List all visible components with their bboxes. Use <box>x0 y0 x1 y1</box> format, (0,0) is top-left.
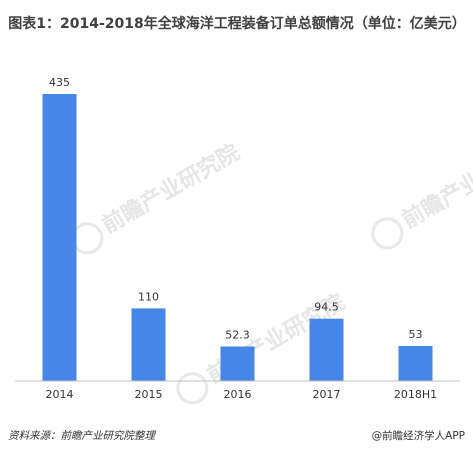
bar-2017 <box>309 318 344 381</box>
x-tick-label: 2018H1 <box>394 388 437 401</box>
x-tick-label: 2016 <box>224 388 252 401</box>
data-label: 94.5 <box>314 301 339 314</box>
x-tick-label: 2017 <box>313 388 341 401</box>
data-label: 435 <box>49 76 70 89</box>
bar-2016 <box>220 346 255 381</box>
x-tick-label: 2014 <box>46 388 74 401</box>
data-label: 53 <box>409 328 423 341</box>
bar-2014 <box>42 94 77 381</box>
data-label: 52.3 <box>225 329 250 342</box>
x-tick-label: 2015 <box>135 388 163 401</box>
brand-label: @前瞻经济学人APP <box>371 430 465 442</box>
source-note: 资料来源：前瞻产业研究院整理 <box>8 430 155 442</box>
bar-2015 <box>131 308 166 381</box>
chart-title: 图表1：2014-2018年全球海洋工程装备订单总额情况（单位：亿美元） <box>8 16 466 32</box>
bar-2018H1 <box>398 346 433 381</box>
data-label: 110 <box>138 290 159 303</box>
